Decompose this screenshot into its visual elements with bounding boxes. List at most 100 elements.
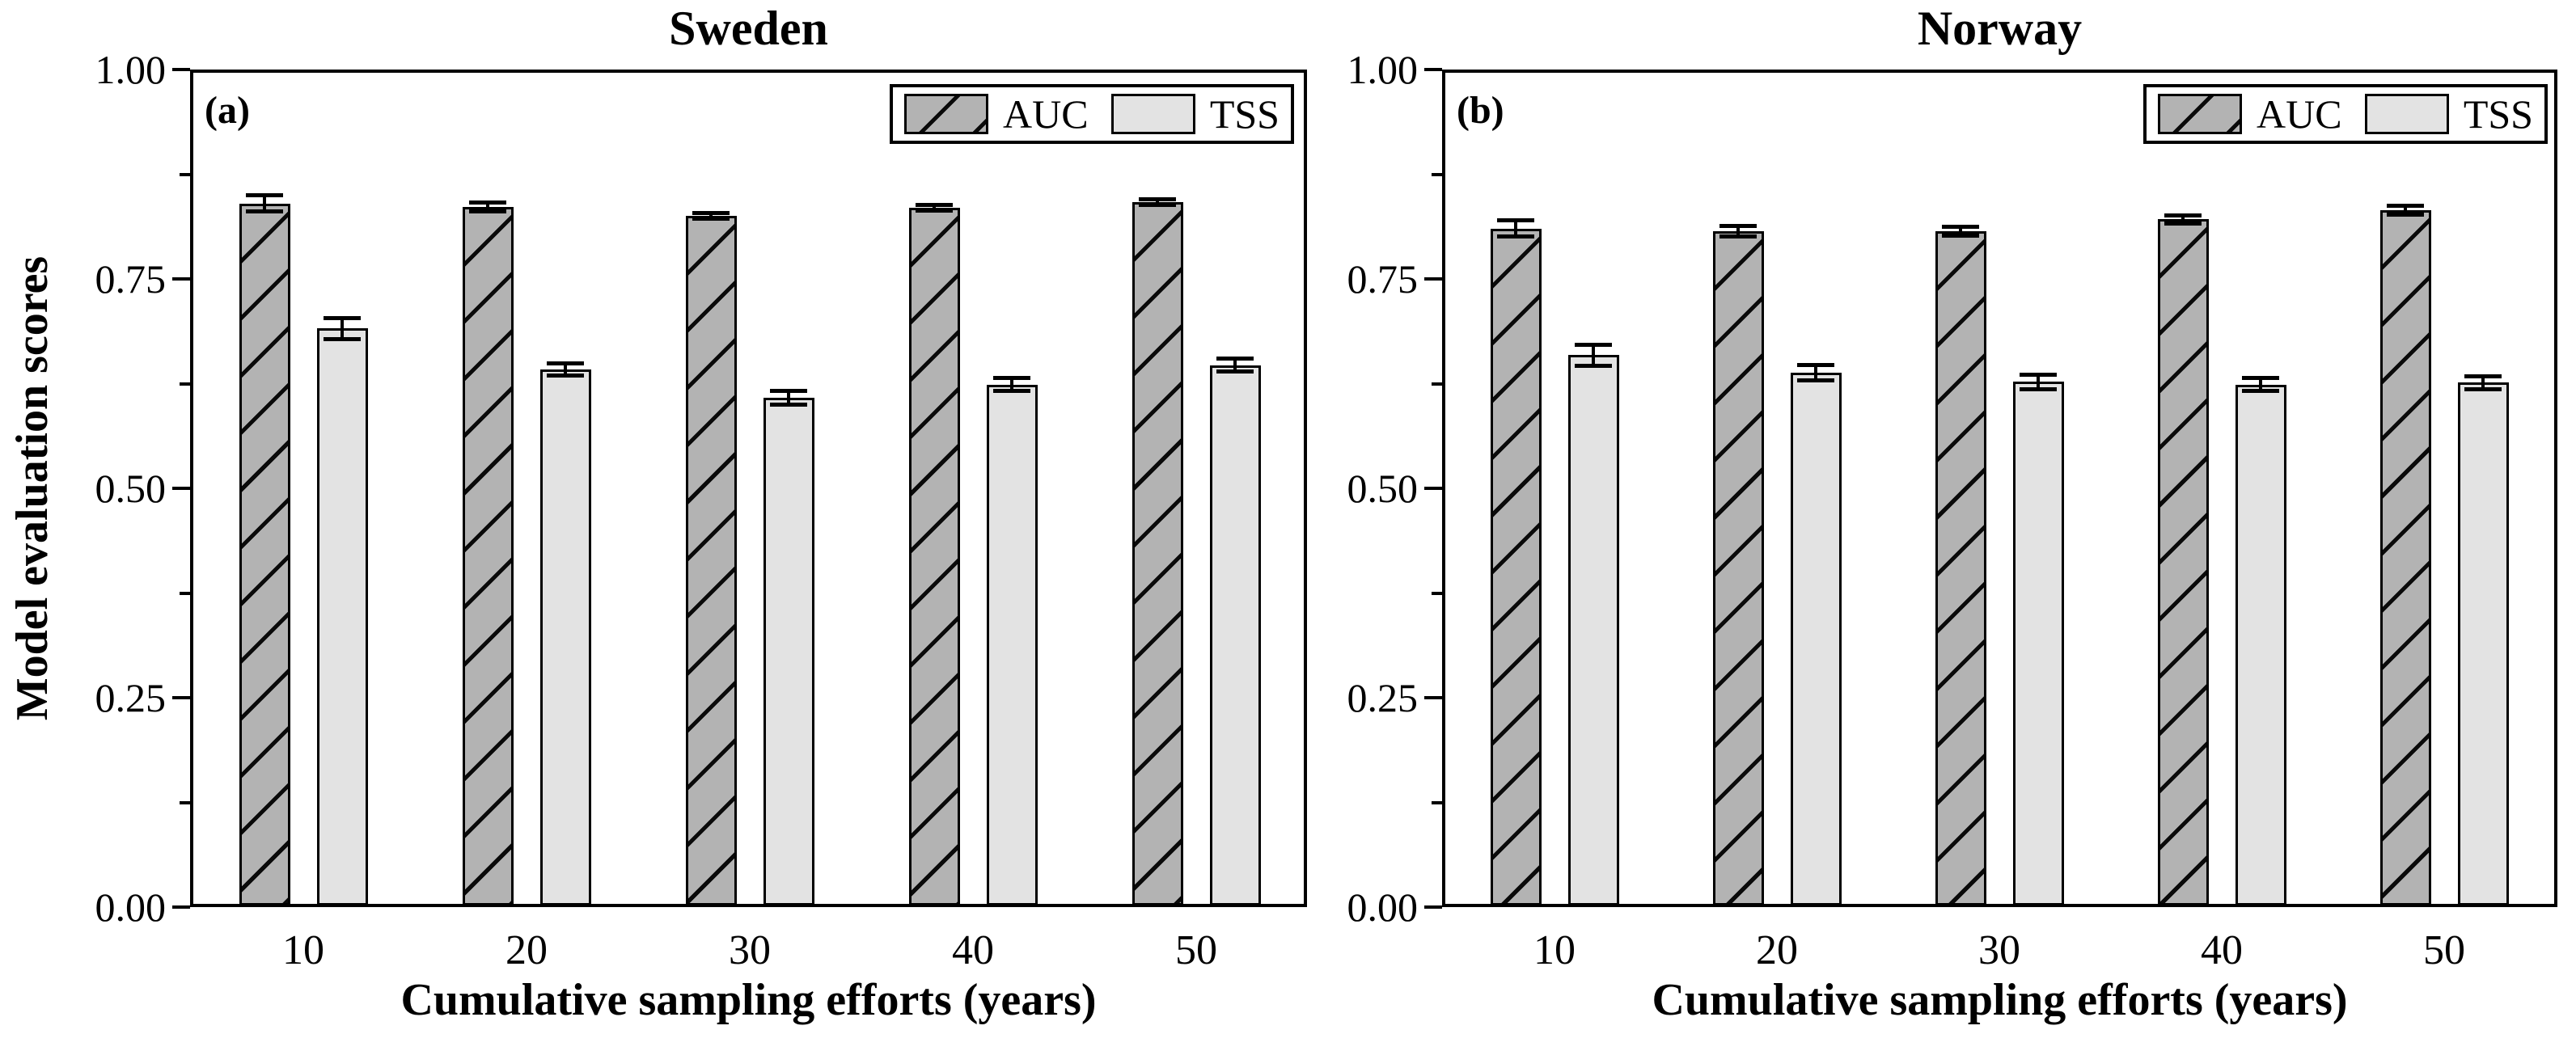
bar-tss-sweden-10 bbox=[316, 328, 368, 905]
panel-title-sweden: Sweden bbox=[669, 2, 828, 55]
error-bar-auc-norway-10 bbox=[1514, 220, 1517, 238]
error-cap-top bbox=[246, 193, 283, 198]
bar-auc-sweden-50 bbox=[1131, 201, 1183, 905]
error-bar-auc-sweden-10 bbox=[263, 195, 266, 213]
y-tick-label-norway: 0.75 bbox=[1347, 256, 1419, 302]
y-major-tick-sweden bbox=[172, 487, 190, 490]
legend-swatch-auc bbox=[2158, 94, 2242, 134]
legend-sweden: AUC TSS bbox=[890, 84, 1294, 144]
bar-auc-sweden-20 bbox=[462, 206, 514, 905]
x-axis-title-sweden: Cumulative sampling efforts (years) bbox=[400, 975, 1097, 1025]
y-tick-label-sweden: 0.25 bbox=[95, 675, 167, 720]
y-tick-label-sweden: 0.75 bbox=[95, 256, 167, 302]
bar-tss-sweden-50 bbox=[1209, 365, 1261, 905]
error-cap-bottom bbox=[916, 209, 953, 213]
error-cap-bottom bbox=[993, 388, 1030, 393]
y-major-tick-sweden bbox=[172, 68, 190, 71]
y-minor-tick-norway bbox=[1432, 591, 1442, 595]
error-cap-bottom bbox=[1797, 378, 1834, 383]
bar-tss-sweden-20 bbox=[539, 369, 591, 905]
error-bar-tss-norway-10 bbox=[1592, 344, 1595, 366]
error-cap-bottom bbox=[2387, 213, 2424, 217]
x-tick-label-norway-20: 20 bbox=[1756, 927, 1798, 973]
bar-auc-norway-30 bbox=[1935, 230, 1986, 905]
error-cap-top bbox=[547, 361, 584, 365]
error-cap-top bbox=[2020, 373, 2057, 378]
error-cap-top bbox=[1797, 362, 1834, 367]
legend-swatch-tss bbox=[1110, 94, 1195, 134]
error-cap-top bbox=[2387, 203, 2424, 208]
error-cap-top bbox=[2242, 376, 2279, 381]
bar-auc-sweden-10 bbox=[239, 203, 290, 905]
error-bar-auc-sweden-20 bbox=[486, 201, 489, 213]
error-bar-tss-sweden-40 bbox=[1010, 378, 1013, 391]
bar-auc-sweden-40 bbox=[908, 207, 960, 905]
panel-letter-b: (b) bbox=[1457, 89, 1504, 132]
x-tick-label-sweden-30: 30 bbox=[729, 927, 771, 973]
error-cap-bottom bbox=[1719, 234, 1757, 239]
error-cap-top bbox=[1216, 357, 1254, 361]
legend-norway: AUC TSS bbox=[2143, 84, 2548, 144]
error-cap-top bbox=[2164, 213, 2202, 218]
y-major-tick-sweden bbox=[172, 277, 190, 281]
error-bar-auc-norway-20 bbox=[1736, 225, 1740, 238]
error-cap-bottom bbox=[1139, 202, 1176, 207]
bar-auc-norway-10 bbox=[1490, 228, 1542, 905]
error-bar-tss-sweden-20 bbox=[564, 362, 567, 377]
error-bar-auc-norway-50 bbox=[2404, 205, 2407, 216]
bar-tss-sweden-40 bbox=[986, 384, 1038, 905]
error-cap-bottom bbox=[2464, 386, 2502, 391]
error-cap-top bbox=[2464, 374, 2502, 379]
error-cap-bottom bbox=[246, 209, 283, 214]
error-cap-top bbox=[469, 200, 506, 205]
error-cap-bottom bbox=[2020, 386, 2057, 391]
y-minor-tick-norway bbox=[1432, 382, 1442, 386]
y-major-tick-sweden bbox=[172, 905, 190, 909]
legend-label-tss: TSS bbox=[1209, 91, 1280, 137]
legend-label-auc: AUC bbox=[1003, 91, 1089, 137]
y-major-tick-norway bbox=[1424, 277, 1442, 281]
bar-tss-norway-40 bbox=[2235, 384, 2286, 905]
y-minor-tick-norway bbox=[1432, 800, 1442, 804]
error-cap-top bbox=[1719, 223, 1757, 228]
y-tick-label-norway: 1.00 bbox=[1347, 47, 1419, 92]
x-tick-label-norway-30: 30 bbox=[1978, 927, 2020, 973]
error-cap-top bbox=[770, 388, 807, 393]
error-bar-auc-norway-40 bbox=[2181, 215, 2185, 224]
error-bar-tss-norway-30 bbox=[2037, 374, 2040, 390]
bar-tss-norway-30 bbox=[2012, 382, 2064, 905]
y-tick-label-sweden: 0.50 bbox=[95, 466, 167, 511]
x-tick-label-norway-40: 40 bbox=[2201, 927, 2243, 973]
error-cap-bottom bbox=[1497, 234, 1534, 239]
error-cap-bottom bbox=[770, 403, 807, 407]
legend-label-auc: AUC bbox=[2257, 91, 2342, 137]
error-cap-bottom bbox=[692, 217, 730, 222]
y-tick-label-norway: 0.00 bbox=[1347, 884, 1419, 930]
plot-area-sweden bbox=[190, 70, 1307, 907]
x-tick-label-sweden-20: 20 bbox=[505, 927, 548, 973]
error-cap-top bbox=[993, 376, 1030, 381]
y-major-tick-norway bbox=[1424, 905, 1442, 909]
error-bar-tss-norway-50 bbox=[2481, 376, 2485, 390]
error-cap-bottom bbox=[469, 209, 506, 214]
y-minor-tick-sweden bbox=[180, 800, 190, 804]
error-cap-bottom bbox=[324, 336, 361, 341]
y-minor-tick-norway bbox=[1432, 172, 1442, 176]
panel-letter-a: (a) bbox=[205, 89, 250, 132]
error-cap-bottom bbox=[2164, 221, 2202, 226]
error-bar-auc-sweden-40 bbox=[933, 204, 936, 212]
bar-auc-norway-50 bbox=[2379, 210, 2431, 905]
error-cap-top bbox=[1942, 224, 1979, 229]
y-minor-tick-sweden bbox=[180, 382, 190, 386]
y-major-tick-norway bbox=[1424, 487, 1442, 490]
error-bar-auc-sweden-30 bbox=[709, 213, 713, 220]
bar-tss-norway-50 bbox=[2457, 382, 2509, 905]
x-tick-label-sweden-50: 50 bbox=[1175, 927, 1217, 973]
y-tick-label-norway: 0.25 bbox=[1347, 675, 1419, 720]
y-major-tick-norway bbox=[1424, 68, 1442, 71]
y-major-tick-sweden bbox=[172, 696, 190, 699]
error-cap-top bbox=[1497, 218, 1534, 223]
plot-area-norway bbox=[1442, 70, 2557, 907]
error-cap-bottom bbox=[2242, 388, 2279, 393]
